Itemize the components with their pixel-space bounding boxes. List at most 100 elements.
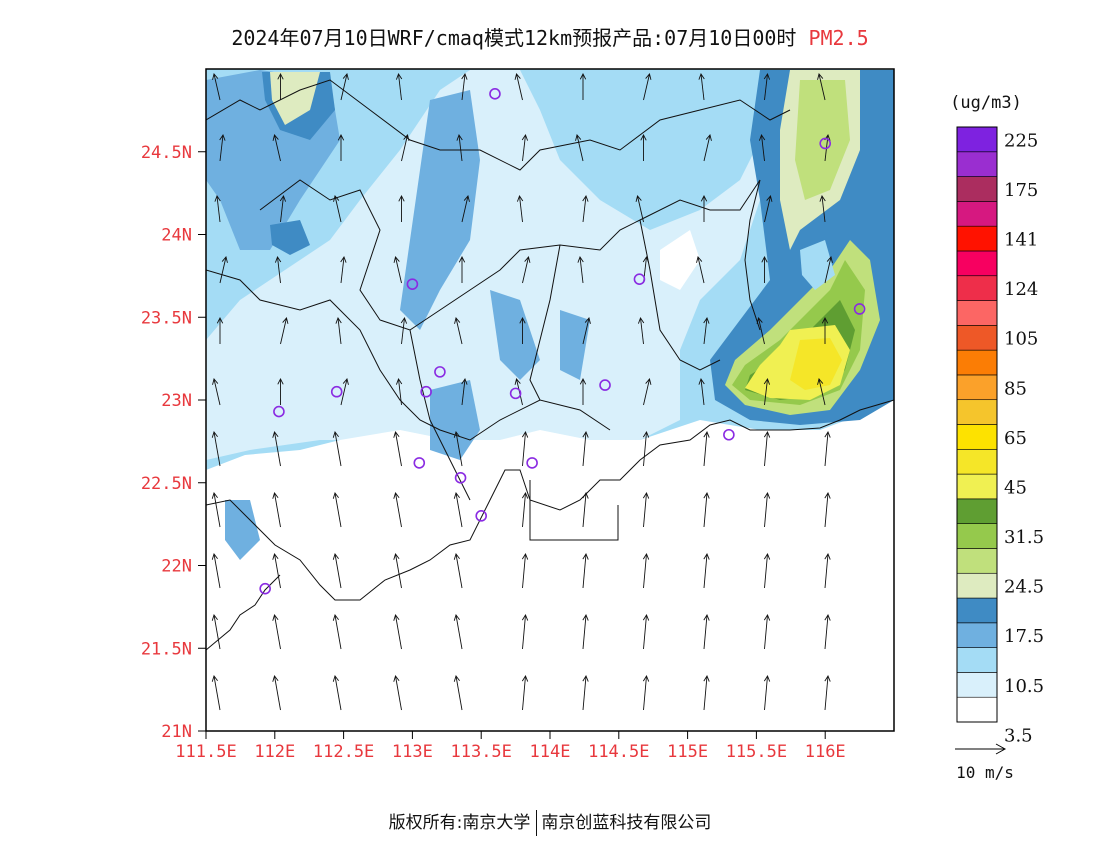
- wind-arrow: [756, 317, 765, 345]
- wind-arrow: [272, 492, 281, 528]
- colorbar-swatch: [956, 325, 998, 351]
- wind-arrow: [642, 431, 650, 467]
- lat-tick-label: 23N: [161, 391, 192, 411]
- wind-arrow: [642, 675, 650, 711]
- wind-arrow: [758, 134, 766, 162]
- latitude-axis: 24.5N 24N 23.5N 23N 22.5N 22N 21.5N 21N: [141, 143, 206, 742]
- clean-lowland-zone: [206, 400, 894, 731]
- wind-arrow: [332, 553, 342, 589]
- wind-arrow: [521, 431, 529, 467]
- wind-arrow: [521, 492, 529, 528]
- wind-arrow: [642, 492, 650, 528]
- station-marker: [526, 457, 538, 469]
- wind-arrow: [579, 73, 587, 100]
- wind-arrow: [453, 431, 463, 467]
- wind-arrow: [335, 317, 342, 345]
- colorbar-swatch: [956, 151, 998, 177]
- wind-arrow: [763, 73, 771, 101]
- wind-arrow: [698, 73, 705, 101]
- wind-arrow: [640, 134, 647, 161]
- wind-arrow: [211, 614, 221, 650]
- wind-arrow: [514, 73, 523, 101]
- wind-arrow: [643, 73, 652, 101]
- wind-arrow: [635, 195, 644, 223]
- wind-arrow: [340, 73, 349, 101]
- wind-arrow: [519, 317, 526, 344]
- lon-tick-label: 114.5E: [588, 742, 649, 762]
- longitude-axis: 111.5E 112E 112.5E 113E 113.5E 114E 114.5E 115E…: [175, 731, 846, 762]
- wind-arrow: [219, 256, 228, 284]
- medium-blue-streak-6: [225, 500, 260, 560]
- colorbar-swatch: [956, 548, 998, 574]
- colorbar-swatch: [956, 647, 998, 673]
- wind-arrow: [703, 134, 712, 162]
- station-marker: [509, 387, 522, 400]
- colorbar-label: 141: [1004, 230, 1038, 251]
- colorbar-swatch: [956, 672, 998, 698]
- lon-tick-label: 115.5E: [726, 742, 787, 762]
- wind-arrow: [401, 134, 410, 162]
- title-product: PM2.5: [808, 26, 869, 50]
- wind-arrow: [577, 256, 584, 284]
- wind-arrow: [582, 614, 589, 650]
- colorbar-swatch: [956, 275, 998, 301]
- wind-arrow: [333, 195, 342, 223]
- wind-arrow: [461, 378, 468, 406]
- copyright-footer: 版权所有:南京大学 南京创蓝科技有限公司: [0, 808, 1100, 836]
- wind-arrow: [824, 614, 831, 650]
- wind-arrow: [337, 134, 345, 161]
- lon-tick-label: 116E: [805, 742, 846, 762]
- colorbar-label: 65: [1004, 428, 1027, 449]
- lon-tick-label: 115E: [667, 742, 708, 762]
- wind-arrow: [393, 614, 402, 650]
- hk-box: [529, 480, 619, 541]
- wind-arrow: [643, 378, 652, 406]
- wind-arrow: [819, 195, 826, 223]
- colorbar-swatch: [956, 523, 998, 549]
- wind-arrow: [393, 256, 402, 284]
- wind-arrow: [393, 553, 402, 589]
- yellow-core-dark: [790, 338, 842, 390]
- wind-arrow: [393, 431, 402, 467]
- wind-arrow: [393, 675, 402, 711]
- wind-arrow: [212, 73, 221, 101]
- colorbar-label: 85: [1004, 378, 1027, 399]
- wind-arrow: [642, 553, 650, 589]
- concentration-field: [206, 69, 894, 731]
- coast-west: [206, 574, 281, 651]
- colorbar-swatch: [956, 399, 998, 425]
- wind-arrow: [211, 675, 221, 711]
- colorbar-swatch: [956, 498, 998, 524]
- station-marker: [819, 137, 832, 150]
- colorbar-swatch: [956, 597, 998, 624]
- wind-arrow: [453, 675, 463, 711]
- monitoring-stations: [259, 88, 866, 595]
- colorbar-label: 225: [1004, 130, 1038, 151]
- wind-scale-legend: 10 m/s: [955, 743, 1014, 782]
- lon-tick-label: 113E: [392, 742, 433, 762]
- wind-arrow: [763, 675, 771, 711]
- wind-arrow: [763, 553, 771, 589]
- lon-tick-label: 112E: [254, 742, 295, 762]
- light-blue-band-zone: [206, 70, 760, 460]
- dark-blue-spot: [270, 220, 310, 255]
- coastline: [206, 399, 894, 601]
- lat-tick-label: 23.5N: [141, 308, 192, 328]
- colorbar-label: 124: [1004, 279, 1038, 300]
- wind-arrow: [277, 73, 284, 100]
- wind-arrow: [582, 675, 589, 711]
- station-marker: [434, 366, 446, 378]
- colorbar-swatch: [956, 696, 998, 723]
- wind-arrow: [274, 256, 282, 284]
- station-marker: [723, 428, 735, 441]
- wind-arrow: [332, 492, 342, 528]
- wind-arrow: [582, 553, 589, 589]
- wind-arrow: [461, 195, 470, 223]
- wind-arrow: [332, 431, 342, 467]
- station-marker: [413, 457, 426, 469]
- wind-arrow: [698, 378, 705, 406]
- station-marker: [330, 385, 343, 398]
- clean-patch-east: [660, 230, 700, 290]
- wind-arrow: [824, 553, 831, 589]
- wind-arrow: [453, 553, 463, 589]
